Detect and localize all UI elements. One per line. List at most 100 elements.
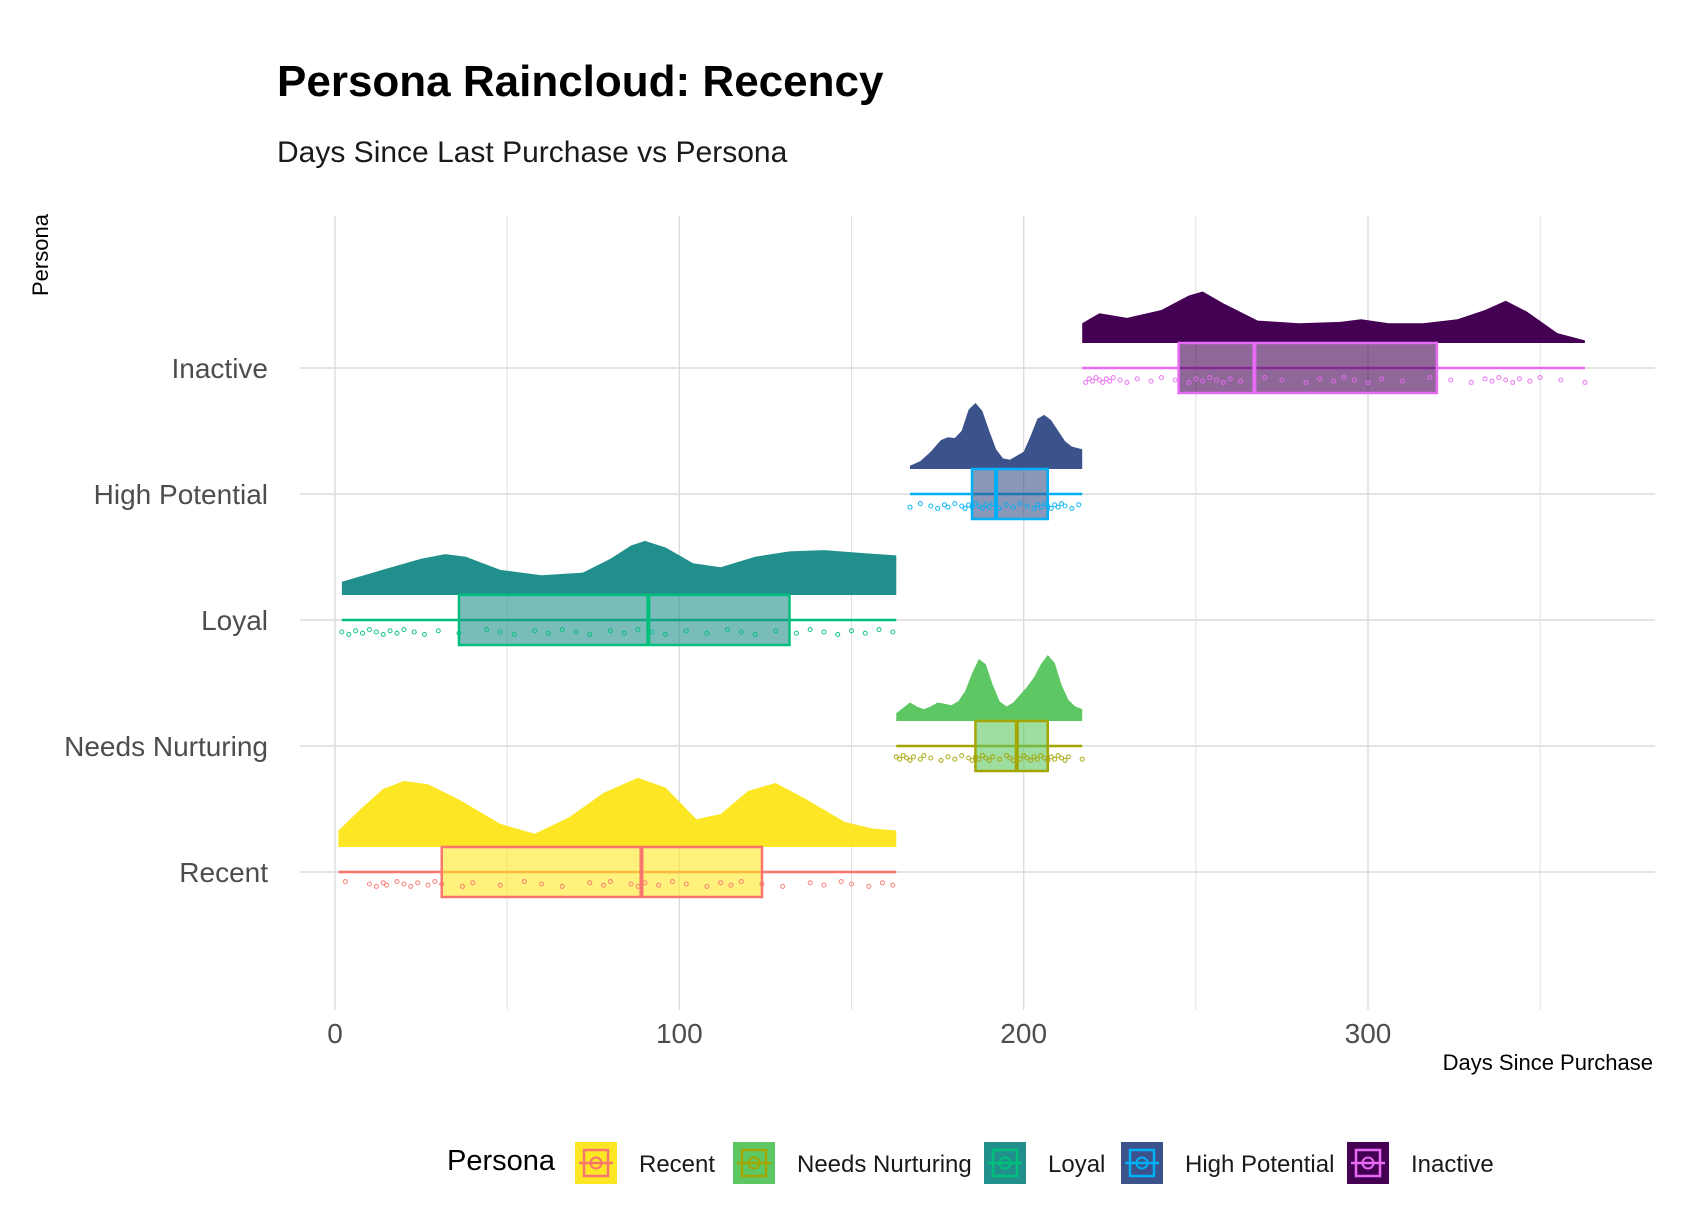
legend-box <box>1128 1148 1156 1178</box>
data-point <box>649 629 655 635</box>
data-point <box>1028 757 1034 763</box>
data-point <box>759 881 765 887</box>
data-point <box>990 754 996 760</box>
data-point <box>1034 502 1040 508</box>
data-point <box>1379 376 1385 382</box>
data-point <box>1010 757 1016 763</box>
series-needs-nurturing <box>893 655 1085 773</box>
series-high-potential <box>907 403 1083 521</box>
data-point <box>945 504 951 510</box>
data-point <box>1496 375 1502 381</box>
data-point <box>483 627 490 633</box>
data-point <box>952 756 958 762</box>
data-point <box>587 631 593 637</box>
data-point <box>1303 379 1309 385</box>
data-point <box>1365 379 1371 385</box>
box <box>1177 341 1439 395</box>
data-point <box>1468 379 1474 385</box>
data-point <box>966 502 972 508</box>
data-point <box>1200 378 1206 384</box>
data-point <box>907 757 913 763</box>
legend-point <box>747 1156 761 1170</box>
data-point <box>962 505 968 511</box>
data-point <box>573 629 579 635</box>
legend-point <box>1361 1156 1375 1170</box>
data-point <box>1558 377 1564 383</box>
box <box>970 467 1050 521</box>
data-point <box>917 756 923 762</box>
data-point <box>807 880 813 886</box>
data-point <box>339 629 345 635</box>
data-point <box>1024 503 1030 509</box>
data-point <box>401 881 407 887</box>
box <box>974 719 1050 773</box>
data-point <box>1100 379 1106 385</box>
data-point <box>921 753 927 759</box>
legend-point <box>1135 1156 1149 1170</box>
data-point <box>408 883 414 889</box>
chart-title: Persona Raincloud: Recency <box>277 57 884 106</box>
data-point <box>663 631 669 637</box>
data-point <box>1158 375 1164 381</box>
data-point <box>1527 378 1533 384</box>
data-point <box>1238 378 1244 384</box>
data-point <box>900 753 906 759</box>
plot-area <box>338 291 1588 899</box>
legend-box <box>740 1148 768 1178</box>
data-point <box>435 628 441 634</box>
data-point <box>821 629 827 635</box>
data-point <box>470 880 476 886</box>
data-point <box>1193 376 1199 382</box>
data-point <box>1172 377 1178 383</box>
data-point <box>1279 377 1285 383</box>
data-point <box>394 879 400 885</box>
density-cloud <box>338 777 897 847</box>
data-point <box>1048 754 1054 760</box>
legend-point <box>998 1156 1012 1170</box>
data-point <box>1065 754 1071 760</box>
data-point <box>411 629 417 635</box>
data-point <box>838 879 844 885</box>
data-point <box>432 879 438 885</box>
data-point <box>986 504 992 510</box>
data-point <box>1055 753 1061 759</box>
data-point <box>1427 375 1433 381</box>
data-point <box>1052 756 1058 762</box>
data-point <box>1062 503 1068 509</box>
data-point <box>848 628 855 634</box>
data-point <box>904 755 910 761</box>
data-point <box>959 753 965 759</box>
legend-label: High Potential <box>1185 1151 1334 1178</box>
legend-title: Persona <box>447 1145 556 1177</box>
data-point <box>738 629 744 635</box>
data-point <box>1110 375 1116 381</box>
density-cloud <box>341 540 897 595</box>
data-point <box>607 628 614 634</box>
x-axis-ticks: 0 100 200 300 <box>327 1018 1391 1049</box>
data-point <box>1062 757 1068 763</box>
data-point <box>425 882 431 888</box>
data-point <box>1341 375 1347 381</box>
data-point <box>373 629 379 635</box>
data-point <box>1010 504 1016 510</box>
series-inactive <box>1082 291 1588 395</box>
data-point <box>1124 379 1130 385</box>
data-point <box>342 879 348 885</box>
data-point <box>366 881 372 887</box>
data-point <box>635 627 641 633</box>
data-point <box>807 627 813 633</box>
data-point <box>559 883 565 889</box>
data-point <box>1003 502 1010 508</box>
data-point <box>1317 376 1323 382</box>
x-tick-label: 200 <box>1000 1018 1047 1049</box>
y-axis-ticks: Recent Needs Nurturing Loyal High Potential… <box>64 353 268 888</box>
data-point <box>959 503 965 509</box>
data-point <box>1017 501 1023 507</box>
data-point <box>366 627 372 633</box>
legend-key-loyal <box>984 1142 1026 1184</box>
data-point <box>890 629 896 635</box>
data-point <box>497 629 503 635</box>
y-tick-label: Recent <box>179 857 268 888</box>
data-point <box>704 883 710 889</box>
data-point <box>1262 375 1268 381</box>
